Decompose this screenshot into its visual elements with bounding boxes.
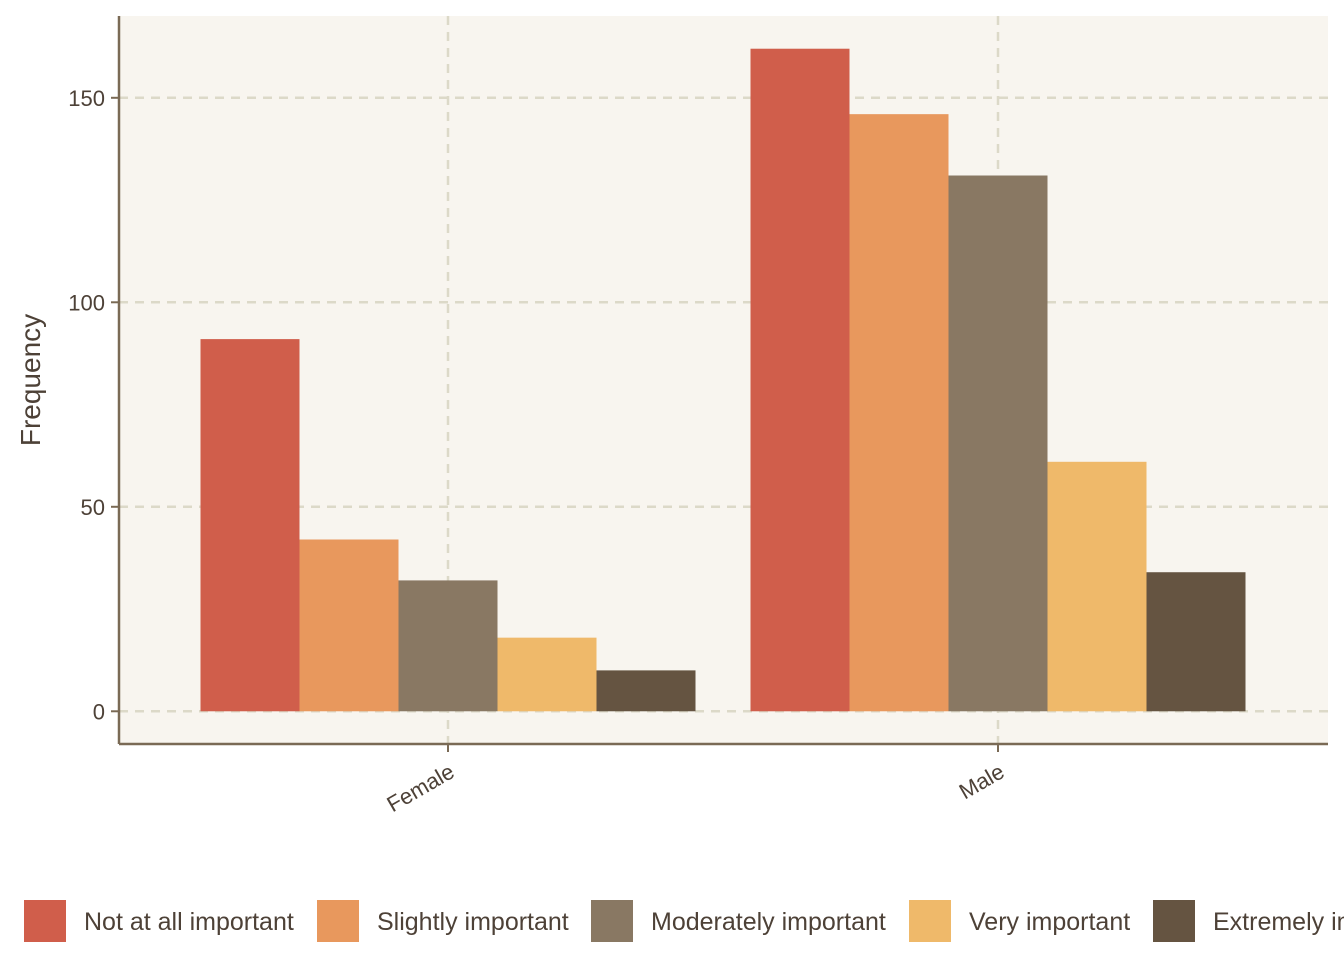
legend-label: Not at all important	[84, 908, 294, 936]
y-axis-title: Frequency	[15, 314, 46, 446]
bar	[750, 48, 850, 712]
legend-swatch	[317, 900, 359, 942]
bar	[497, 637, 597, 712]
legend-swatch	[909, 900, 951, 942]
legend-label: Slightly important	[377, 908, 569, 936]
legend-label: Moderately important	[651, 908, 886, 936]
legend-swatch	[591, 900, 633, 942]
y-tick-label: 150	[68, 86, 105, 111]
bars	[200, 48, 1246, 712]
legend: Not at all important Slightly important Mo…	[24, 900, 1344, 942]
bar	[299, 539, 399, 712]
x-tick-label: Female	[382, 759, 458, 817]
bar	[1047, 461, 1147, 712]
legend-label: Extremely important	[1213, 908, 1344, 936]
bar	[1146, 572, 1246, 712]
legend-label: Very important	[969, 908, 1130, 936]
x-tick-label: Male	[955, 759, 1009, 804]
legend-swatch	[1153, 900, 1195, 942]
y-tick-label: 0	[93, 699, 105, 724]
bar	[596, 670, 696, 712]
bar	[948, 175, 1048, 712]
legend-swatch	[24, 900, 66, 942]
bar	[200, 339, 300, 712]
bar	[849, 114, 949, 712]
y-tick-label: 50	[81, 495, 105, 520]
bar	[398, 580, 498, 712]
y-tick-label: 100	[68, 290, 105, 315]
